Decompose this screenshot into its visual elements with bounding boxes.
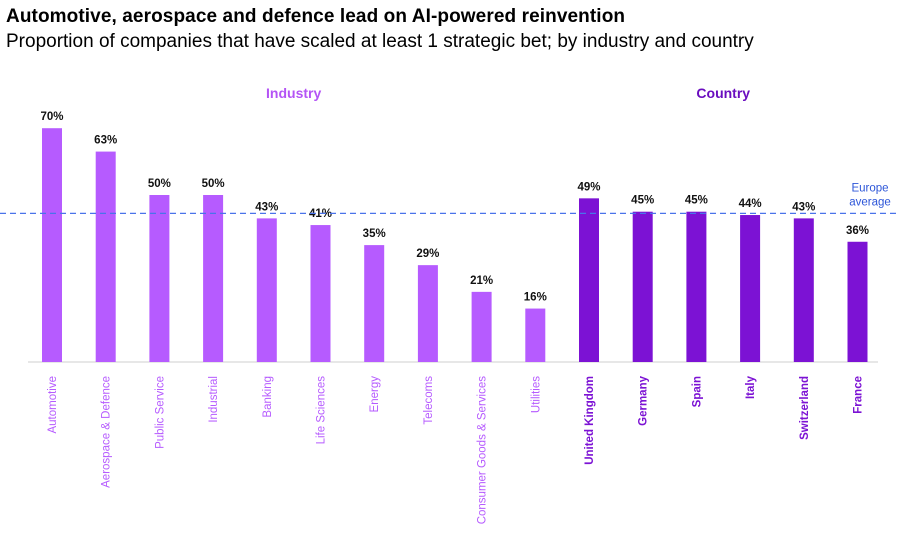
data-label-telecoms: 29% [416,248,439,260]
tick-label-consumer-goods-services: Consumer Goods & Services [477,376,489,525]
tick-label-telecoms: Telecoms [423,376,435,425]
tick-label-italy: Italy [745,375,757,399]
data-label-life-sciences: 41% [309,208,332,220]
bar-france [847,241,868,362]
bar-energy [364,245,385,362]
data-label-public-service: 50% [148,178,171,190]
group-label-industry: Industry [266,85,321,101]
data-label-industrial: 50% [202,178,225,190]
bar-life-sciences [310,225,331,362]
tick-label-public-service: Public Service [154,376,166,449]
bar-consumer-goods-services [471,291,492,362]
bar-automotive [42,128,62,362]
tick-label-industrial: Industrial [208,376,220,423]
chart-subtitle: Proportion of companies that have scaled… [6,31,754,52]
bar-united-kingdom [579,198,599,362]
bar-aerospace-defence [95,151,116,362]
data-label-switzerland: 43% [792,201,815,213]
europe-average-label-2: average [849,196,891,208]
data-label-aerospace-defence: 63% [94,135,117,147]
tick-label-spain: Spain [691,376,703,407]
group-label-country: Country [696,85,750,101]
tick-label-banking: Banking [262,376,274,418]
data-label-energy: 35% [363,228,386,240]
tick-label-switzerland: Switzerland [799,376,811,440]
tick-label-utilities: Utilities [530,376,542,413]
tick-label-life-sciences: Life Sciences [316,376,328,445]
data-label-united-kingdom: 49% [577,181,600,193]
europe-average-label-1: Europe [851,182,888,194]
tick-label-germany: Germany [638,375,650,425]
data-label-spain: 45% [685,195,708,207]
data-label-consumer-goods-services: 21% [470,275,493,287]
tick-label-automotive: Automotive [47,376,59,434]
data-label-germany: 45% [631,195,654,207]
bar-telecoms [417,265,438,362]
data-label-automotive: 70% [40,111,63,123]
bar-banking [256,218,277,362]
data-label-france: 36% [846,225,869,237]
bar-germany [632,211,653,362]
tick-label-aerospace-defence: Aerospace & Defence [101,376,113,488]
data-label-utilities: 16% [524,292,547,304]
bar-spain [686,211,707,362]
bar-italy [740,215,761,362]
bar-public-service [149,195,170,362]
bar-utilities [525,308,546,362]
bar-switzerland [793,218,814,362]
data-label-banking: 43% [255,201,278,213]
tick-label-united-kingdom: United Kingdom [584,376,596,465]
tick-label-france: France [853,376,865,414]
tick-label-energy: Energy [369,376,381,413]
bar-industrial [203,195,224,362]
data-label-italy: 44% [739,198,762,210]
chart-title: Automotive, aerospace and defence lead o… [6,6,626,27]
